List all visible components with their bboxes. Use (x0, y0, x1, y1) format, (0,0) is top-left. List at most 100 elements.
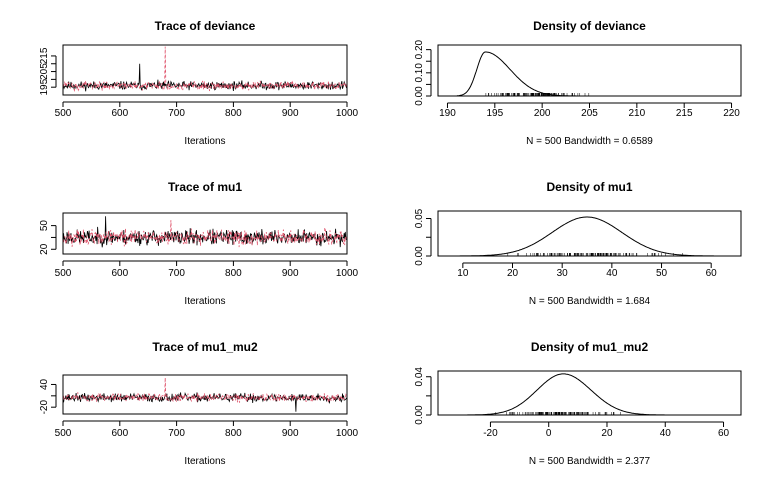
rug (495, 412, 621, 415)
x-tick-label: 500 (55, 268, 72, 279)
y-axis: 0.00 0.05 (414, 208, 432, 266)
panel-4: Trace of mu1_mu2 500 600 700 800 900 1000 -20 40… (39, 340, 359, 467)
x-tick-label: 600 (111, 428, 128, 439)
y-tick-label: 20 (39, 243, 50, 255)
x-tick-label: 10 (457, 268, 469, 279)
y-tick-label: 40 (39, 378, 50, 390)
x-tick-label: 20 (507, 268, 519, 279)
x-axis: -20 0 20 40 60 (483, 421, 730, 439)
y-tick-label: 195 (39, 78, 50, 95)
y-tick-label: 0.10 (414, 63, 425, 83)
x-tick-label: 700 (168, 268, 185, 279)
y-tick-label: 0.00 (414, 246, 425, 266)
x-tick-label: 205 (581, 108, 598, 119)
x-tick-label: 30 (557, 268, 569, 279)
rug (485, 93, 590, 96)
x-tick-label: 800 (225, 428, 242, 439)
x-tick-label: 60 (706, 268, 718, 279)
x-axis-label: N = 500 Bandwidth = 1.684 (529, 296, 651, 307)
x-axis: 500 600 700 800 900 1000 (55, 260, 359, 279)
y-tick-label: 50 (39, 220, 50, 232)
y-tick-label: 215 (39, 47, 50, 64)
plot-frame (62, 212, 348, 255)
x-axis-label: N = 500 Bandwidth = 0.6589 (526, 136, 653, 147)
x-axis: 500 600 700 800 900 1000 (55, 420, 359, 439)
panel-5: Density of mu1_mu2 -20 0 20 40 60 0.00 0.04 N = … (414, 340, 742, 467)
x-axis-label: Iterations (184, 456, 225, 467)
y-tick-label: 0.00 (414, 405, 425, 425)
x-tick-label: 40 (606, 268, 618, 279)
x-axis: 500 600 700 800 900 1000 (55, 101, 359, 119)
panel-title: Density of deviance (533, 19, 646, 33)
x-tick-label: 210 (629, 108, 646, 119)
x-tick-label: 1000 (336, 268, 359, 279)
x-axis: 190 195 200 205 210 215 220 (439, 102, 740, 119)
x-tick-label: 0 (546, 428, 552, 439)
x-axis-label: Iterations (184, 136, 225, 147)
plot-frame (62, 374, 348, 415)
y-axis: -20 40 (39, 378, 57, 415)
x-tick-label: 215 (676, 108, 693, 119)
x-axis-label: Iterations (184, 296, 225, 307)
panel-title: Trace of mu1_mu2 (152, 340, 258, 354)
x-tick-label: 900 (282, 268, 299, 279)
y-axis: 0.00 0.10 0.20 (414, 39, 432, 106)
trace-series-2 (63, 220, 347, 248)
panel-1: Density of deviance 190 195 200 205 210 215 220… (414, 19, 742, 147)
density-curve (456, 51, 732, 96)
plot-frame (62, 44, 348, 96)
y-tick-label: 0.05 (414, 208, 425, 228)
y-tick-label: -20 (39, 400, 50, 415)
plot-area (446, 373, 736, 415)
x-tick-label: 1000 (336, 428, 359, 439)
x-tick-label: 50 (656, 268, 668, 279)
x-tick-label: 200 (534, 108, 551, 119)
y-tick-label: 205 (39, 63, 50, 80)
plot-area (63, 216, 347, 248)
x-tick-label: 600 (111, 108, 128, 119)
plot-frame (437, 210, 742, 257)
density-curve (446, 373, 736, 415)
plot-area (63, 377, 347, 412)
panel-title: Trace of mu1 (168, 180, 242, 194)
x-tick-label: 40 (660, 428, 672, 439)
rug (507, 253, 683, 256)
trace-series-2 (63, 46, 347, 92)
panel-3: Density of mu1 10 20 30 40 50 60 0.00 0.05 N = 50… (414, 180, 742, 307)
x-tick-label: 20 (601, 428, 613, 439)
x-tick-label: 800 (225, 108, 242, 119)
plot-area (63, 46, 347, 92)
x-tick-label: 220 (723, 108, 740, 119)
panel-title: Trace of deviance (155, 19, 256, 33)
x-tick-label: 700 (168, 428, 185, 439)
x-axis-label: N = 500 Bandwidth = 2.377 (529, 456, 651, 467)
y-tick-label: 0.04 (414, 367, 425, 387)
y-axis: 0.00 0.04 (414, 367, 432, 425)
x-axis: 10 20 30 40 50 60 (457, 262, 718, 279)
x-tick-label: 190 (439, 108, 456, 119)
plot-frame (437, 44, 742, 97)
x-tick-label: 500 (55, 428, 72, 439)
x-tick-label: 900 (282, 108, 299, 119)
x-tick-label: 500 (55, 108, 72, 119)
y-tick-label: 0.20 (414, 39, 425, 59)
x-tick-label: 800 (225, 268, 242, 279)
x-tick-label: -20 (483, 428, 498, 439)
panel-title: Density of mu1 (546, 180, 632, 194)
x-tick-label: 600 (111, 268, 128, 279)
plot-frame (437, 370, 742, 416)
plot-area (456, 51, 732, 96)
x-tick-label: 700 (168, 108, 185, 119)
x-tick-label: 900 (282, 428, 299, 439)
y-tick-label: 0.00 (414, 86, 425, 106)
trace-series-2 (63, 377, 347, 403)
x-tick-label: 1000 (336, 108, 359, 119)
panel-title: Density of mu1_mu2 (531, 340, 649, 354)
x-tick-label: 195 (486, 108, 503, 119)
x-tick-label: 60 (718, 428, 730, 439)
